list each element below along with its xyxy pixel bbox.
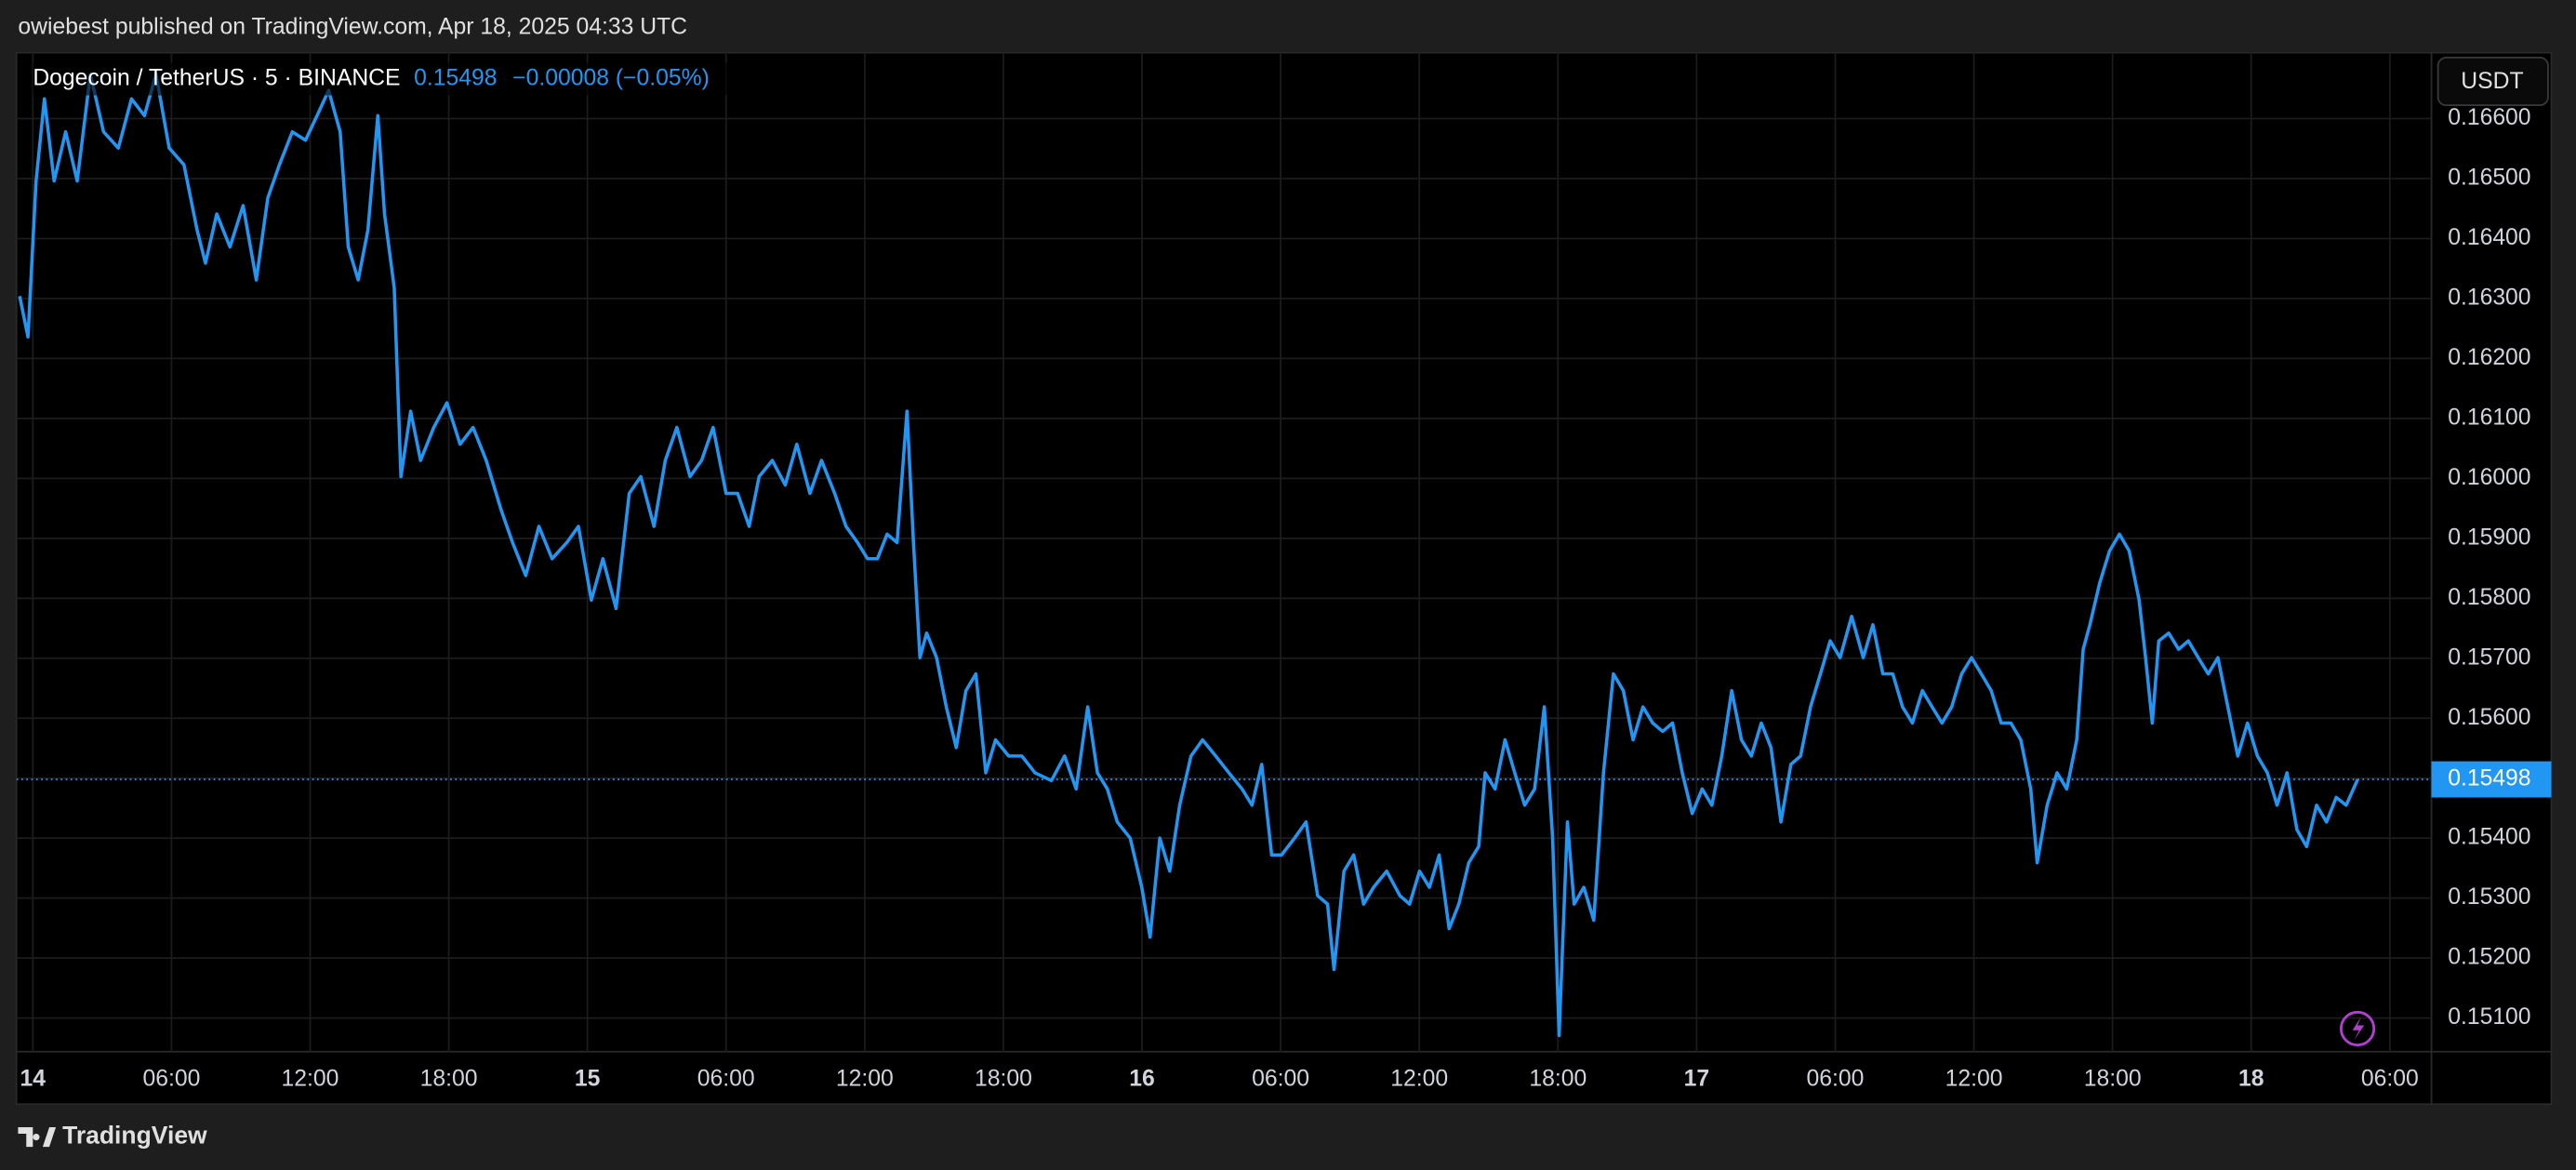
y-tick-label: 0.16500 [2448,166,2530,191]
axes: 0.151000.152000.153000.154000.155000.156… [20,105,2552,1091]
y-tick-label: 0.16400 [2448,225,2530,250]
x-tick-label: 12:00 [836,1066,894,1091]
publish-info: owiebest published on TradingView.com, A… [18,15,687,40]
x-tick-label: 12:00 [282,1066,339,1091]
x-tick-label: 18:00 [975,1066,1032,1091]
y-tick-label: 0.16300 [2448,285,2530,310]
x-tick-label: 14 [20,1066,46,1091]
x-tick-label: 16 [1129,1066,1155,1091]
y-tick-label: 0.15400 [2448,825,2530,850]
y-tick-label: 0.16100 [2448,405,2530,430]
x-tick-label: 18:00 [420,1066,478,1091]
x-tick-label: 06:00 [1807,1066,1865,1091]
unit-label[interactable]: USDT [2461,69,2523,94]
x-tick-label: 06:00 [697,1066,755,1091]
unit-button[interactable] [2437,57,2549,107]
x-tick-label: 17 [1684,1066,1710,1091]
y-tick-label: 0.15700 [2448,645,2530,670]
x-tick-label: 12:00 [1390,1066,1448,1091]
x-tick-label: 12:00 [1945,1066,2003,1091]
last-price-axis-label: 0.15498 [2448,766,2530,791]
y-tick-label: 0.15100 [2448,1004,2530,1030]
x-tick-label: 15 [575,1066,601,1091]
brand-name: TradingView [62,1122,207,1150]
y-tick-label: 0.15200 [2448,945,2530,970]
symbol-title: Dogecoin / TetherUS · 5 · BINANCE [33,65,400,90]
legend-bg [33,62,739,96]
x-tick-label: 06:00 [142,1066,200,1091]
x-tick-label: 18:00 [2084,1066,2142,1091]
y-tick-label: 0.16200 [2448,345,2530,370]
price-line [18,73,2359,1038]
y-tick-label: 0.15300 [2448,884,2530,910]
chart-panel [15,51,2553,1106]
price-change: −0.00008 (−0.05%) [512,65,710,90]
alert-icon[interactable] [2339,1010,2376,1047]
x-tick-label: 06:00 [2361,1066,2419,1091]
y-tick-label: 0.15800 [2448,585,2530,610]
y-tick-label: 0.15600 [2448,705,2530,730]
last-price-badge [2431,761,2552,798]
plot [16,73,2432,1038]
last-price: 0.15498 [414,65,497,90]
x-tick-label: 18:00 [1529,1066,1587,1091]
x-tick-label: 06:00 [1252,1066,1309,1091]
brand-logo [18,1126,57,1148]
grid [16,52,2432,1052]
y-tick-label: 0.16000 [2448,465,2530,490]
y-tick-label: 0.15900 [2448,525,2530,550]
x-tick-label: 18 [2238,1066,2264,1091]
y-tick-label: 0.16600 [2448,105,2530,130]
